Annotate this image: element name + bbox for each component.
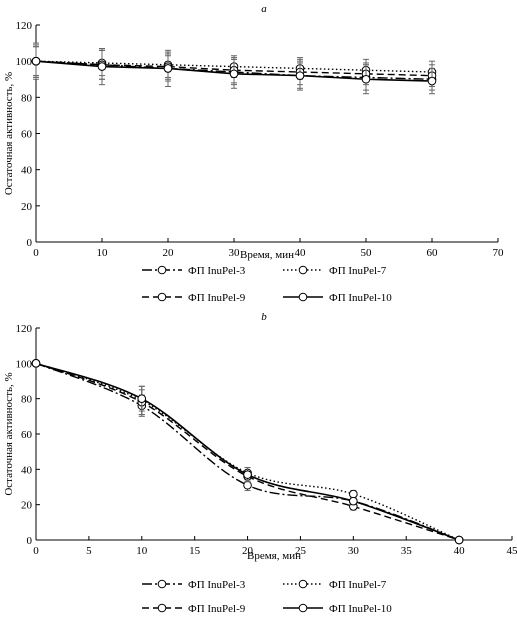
x-tick-label: 20 [163, 247, 175, 259]
panel-label: b [261, 311, 267, 323]
y-tick-label: 80 [21, 394, 33, 406]
x-tick-label: 50 [361, 247, 373, 259]
legend-label: ФП InuPel-7 [329, 265, 387, 277]
x-tick-label: 10 [136, 545, 148, 557]
y-tick-label: 60 [21, 129, 33, 141]
legend-label: ФП InuPel-3 [188, 265, 246, 277]
data-point [349, 496, 358, 506]
x-tick-label: 35 [401, 545, 413, 557]
legend-item: ФП InuPel-10 [283, 292, 392, 304]
legend-marker [157, 603, 167, 613]
legend-marker [298, 603, 308, 613]
y-tick-label: 120 [16, 323, 33, 335]
data-point [31, 56, 41, 66]
y-tick-label: 60 [21, 429, 33, 441]
y-tick-label: 40 [21, 464, 33, 476]
y-tick-label: 120 [16, 20, 33, 32]
x-tick-label: 25 [295, 545, 307, 557]
data-point [229, 69, 239, 79]
legend-label: ФП InuPel-9 [188, 292, 246, 304]
x-tick-label: 70 [493, 247, 505, 259]
x-tick-label: 20 [242, 545, 254, 557]
legend-marker [157, 265, 167, 275]
series-4 [31, 359, 464, 545]
y-tick-label: 20 [21, 201, 33, 213]
data-point [349, 489, 358, 499]
data-point [97, 62, 107, 71]
x-axis-title: Время, мин [247, 550, 301, 562]
data-point [454, 535, 464, 545]
x-tick-label: 40 [295, 247, 307, 259]
x-tick-label: 10 [97, 247, 109, 259]
series-line [35, 362, 460, 541]
data-point [427, 76, 437, 86]
legend-item: ФП InuPel-9 [142, 603, 246, 615]
y-tick-label: 20 [21, 500, 33, 512]
legend-marker [298, 265, 308, 275]
y-tick-label: 0 [27, 237, 33, 249]
chart-panel-a: a 0 10 20 30 40 50 60 70 0 20 40 60 80 100 120 Время, ми… [3, 3, 504, 304]
legend-item: ФП InuPel-10 [283, 603, 392, 615]
x-tick-label: 60 [427, 247, 439, 259]
legend-marker [157, 292, 167, 302]
data-point [137, 394, 147, 403]
series-4 [31, 42, 437, 95]
y-tick-label: 40 [21, 165, 33, 177]
series-line [35, 362, 460, 541]
legend: ФП InuPel-3 ФП InuPel-7 ФП InuPel-9 ФП InuP… [142, 265, 392, 304]
x-tick-label: 0 [33, 545, 39, 557]
y-tick-label: 0 [27, 535, 33, 547]
legend-marker [157, 579, 167, 589]
legend-item: ФП InuPel-3 [142, 579, 246, 591]
legend-label: ФП InuPel-3 [188, 579, 246, 591]
x-tick-label: 5 [86, 545, 92, 557]
y-tick-label: 80 [21, 92, 33, 104]
data-point [243, 480, 252, 490]
legend-item: ФП InuPel-3 [142, 265, 246, 277]
x-tick-label: 40 [454, 545, 466, 557]
legend-label: ФП InuPel-10 [329, 292, 392, 304]
data-point [295, 71, 305, 80]
data-point [361, 74, 371, 84]
legend-marker [298, 579, 308, 589]
series-line [35, 362, 460, 541]
y-tick-label: 100 [16, 56, 33, 68]
x-tick-label: 30 [229, 247, 241, 259]
legend-label: ФП InuPel-10 [329, 603, 392, 615]
y-tick-label: 100 [16, 358, 33, 370]
data-point [31, 359, 41, 368]
legend-item: ФП InuPel-9 [142, 292, 246, 304]
y-axis-title: Остаточная активность, % [3, 372, 15, 495]
legend-marker [298, 292, 308, 302]
y-axis-title: Остаточная активность, % [3, 72, 15, 195]
legend-item: ФП InuPel-7 [283, 579, 387, 591]
x-tick-label: 0 [33, 247, 39, 259]
legend-item: ФП InuPel-7 [283, 265, 387, 277]
legend-label: ФП InuPel-9 [188, 603, 246, 615]
x-tick-label: 45 [507, 545, 517, 557]
chart-panel-b: b 0 5 10 15 20 25 30 35 40 45 0 20 40 60 80 100 120 Время,… [3, 311, 517, 615]
panel-label: a [261, 3, 267, 15]
series-line [35, 362, 460, 541]
legend-label: ФП InuPel-7 [329, 579, 387, 591]
data-point [163, 64, 173, 73]
data-point [243, 470, 252, 479]
x-tick-label: 30 [348, 545, 360, 557]
legend: ФП InuPel-3 ФП InuPel-7 ФП InuPel-9 ФП InuP… [142, 579, 392, 615]
x-tick-label: 15 [189, 545, 201, 557]
x-axis-title: Время, мин [240, 249, 294, 261]
